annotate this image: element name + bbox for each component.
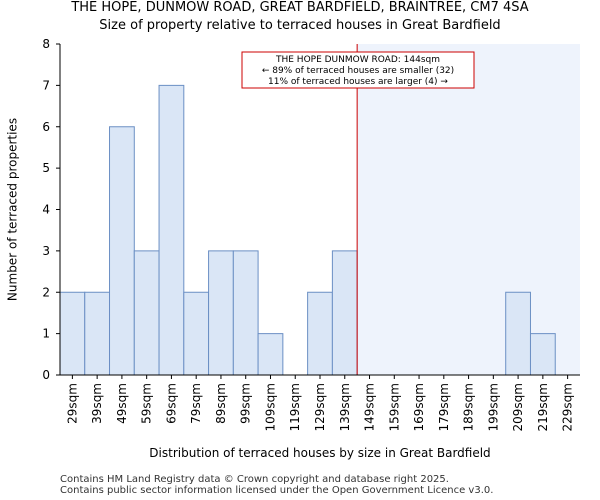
footer-copyright: Contains HM Land Registry data © Crown c… xyxy=(60,474,449,485)
chart-title: THE HOPE, DUNMOW ROAD, GREAT BARDFIELD, … xyxy=(71,0,529,15)
x-axis-label: Distribution of terraced houses by size … xyxy=(149,446,490,460)
annotation-line-2: ← 89% of terraced houses are smaller (32… xyxy=(262,66,454,76)
y-tick-label: 2 xyxy=(42,285,50,299)
y-tick-label: 0 xyxy=(42,368,50,382)
x-tick-label: 89sqm xyxy=(214,383,228,424)
x-tick-label: 169sqm xyxy=(412,383,426,431)
bar-99sqm xyxy=(232,250,259,376)
y-axis-label: Number of terraced properties xyxy=(6,118,20,301)
bar-59sqm xyxy=(133,250,160,376)
x-tick-label: 69sqm xyxy=(164,383,178,424)
bar-29sqm xyxy=(59,291,86,376)
annotation-line-3: 11% of terraced houses are larger (4) → xyxy=(268,77,448,87)
x-tick-label: 159sqm xyxy=(387,383,401,431)
annotation-box xyxy=(241,51,475,89)
bar-209sqm xyxy=(505,291,531,376)
x-tick-label: 179sqm xyxy=(437,383,451,431)
x-tick-label: 129sqm xyxy=(313,383,327,431)
bar-69sqm xyxy=(158,84,185,376)
y-tick-label: 1 xyxy=(42,327,50,341)
bar-89sqm xyxy=(208,250,234,376)
y-tick-label: 8 xyxy=(42,37,50,51)
x-tick-label: 29sqm xyxy=(65,383,79,424)
histogram-chart: 0 1 2 3 4 5 6 7 8 29sqm 39sqm 49sqm 59sqm 69sqm 79sqm 8… xyxy=(6,37,580,460)
x-tick-label: 189sqm xyxy=(462,383,476,431)
y-tick-label: 7 xyxy=(42,78,50,92)
bar-49sqm xyxy=(109,126,135,376)
y-tick-label: 6 xyxy=(42,120,50,134)
x-tick-label: 39sqm xyxy=(90,383,104,424)
bar-129sqm xyxy=(307,291,333,376)
bar-139sqm xyxy=(331,250,358,376)
chart-subtitle: Size of property relative to terraced ho… xyxy=(99,18,501,33)
bar-79sqm xyxy=(183,291,210,376)
x-tick-label: 99sqm xyxy=(239,383,253,424)
x-tick-label: 209sqm xyxy=(511,383,525,431)
bar-39sqm xyxy=(84,291,111,376)
x-tick-label: 139sqm xyxy=(338,383,352,431)
y-tick-label: 5 xyxy=(42,161,50,175)
x-tick-label: 229sqm xyxy=(561,383,575,431)
x-tick-label: 219sqm xyxy=(536,383,550,431)
x-tick-label: 59sqm xyxy=(140,383,154,424)
x-tick-label: 199sqm xyxy=(486,383,500,431)
bar-109sqm xyxy=(257,333,284,376)
bar-219sqm xyxy=(529,333,556,376)
footer-licence: Contains public sector information licen… xyxy=(60,485,494,496)
larger-region-highlight xyxy=(357,44,580,375)
y-tick-label: 3 xyxy=(42,244,50,258)
x-tick-label: 119sqm xyxy=(288,383,302,431)
x-tick-label: 79sqm xyxy=(189,383,203,424)
x-tick-label: 149sqm xyxy=(363,383,377,431)
y-tick-label: 4 xyxy=(42,203,50,217)
x-tick-label: 49sqm xyxy=(115,383,129,424)
annotation-line-1: THE HOPE DUNMOW ROAD: 144sqm xyxy=(275,55,440,65)
x-tick-label: 109sqm xyxy=(263,383,277,431)
